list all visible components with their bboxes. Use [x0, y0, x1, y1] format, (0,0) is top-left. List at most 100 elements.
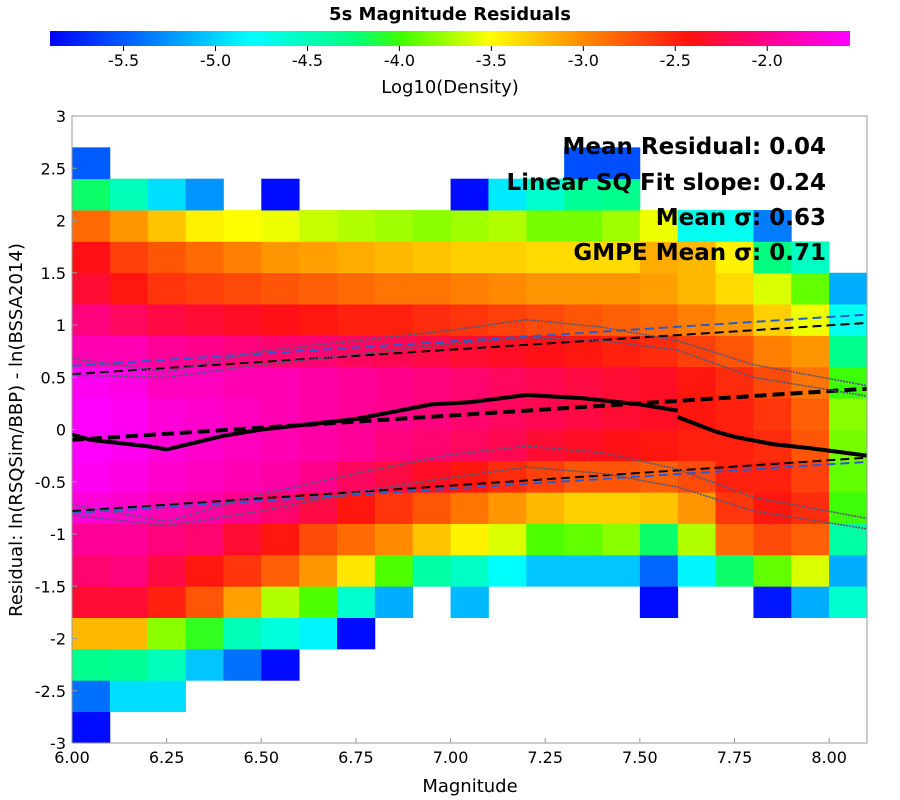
heatmap-cell — [602, 366, 641, 399]
heatmap-cell — [602, 492, 641, 524]
heatmap-cell — [564, 210, 603, 242]
heatmap-cell — [299, 617, 338, 650]
heatmap-cell — [147, 617, 186, 650]
heatmap-cell — [488, 554, 527, 587]
colorbar: -5.5 -5.0 -4.5 -4.0 -3.5 -3.0 -2.5 -2.0 Log10(D… — [50, 31, 850, 98]
heatmap-cell — [109, 680, 149, 713]
heatmap-cell — [715, 272, 754, 305]
y-tick-label: 0.5 — [41, 368, 66, 387]
x-tick-label: 7.25 — [527, 748, 563, 767]
heatmap-cell — [412, 210, 451, 242]
x-tick-label: 8.00 — [811, 748, 847, 767]
heatmap-cell — [185, 648, 224, 681]
heatmap-cell — [185, 241, 224, 274]
heatmap-cell — [337, 304, 376, 336]
heatmap-cell — [337, 617, 376, 650]
heatmap-cell — [488, 429, 527, 462]
heatmap-cell — [639, 366, 679, 399]
heatmap-cell — [109, 178, 149, 211]
heatmap-cell — [147, 680, 186, 713]
colorbar-tick-label: -3.0 — [568, 51, 599, 70]
heatmap-cell — [450, 366, 489, 399]
heatmap-cell — [223, 648, 262, 681]
heatmap-cell — [261, 523, 300, 556]
heatmap-cell — [412, 460, 451, 493]
annotation-mean-residual: Mean Residual: 0.04 — [563, 134, 826, 160]
heatmap-cell — [450, 304, 489, 336]
y-tick-label: -2.5 — [35, 682, 66, 701]
heatmap-cell — [564, 523, 603, 556]
heatmap-cell — [109, 210, 149, 242]
heatmap-cell — [299, 366, 338, 399]
heatmap-cell — [412, 523, 451, 556]
heatmap-cell — [299, 304, 338, 336]
heatmap-cell — [715, 398, 754, 430]
heatmap-cell — [450, 241, 489, 274]
heatmap-cell — [829, 272, 867, 305]
heatmap-cell — [185, 617, 224, 650]
heatmap-cell — [147, 523, 186, 556]
heatmap-cell — [791, 398, 830, 430]
heatmap-cell — [677, 304, 716, 336]
heatmap-cell — [337, 429, 376, 462]
heatmap-cell — [147, 648, 186, 681]
heatmap-cell — [677, 272, 716, 305]
series-mean-line — [166, 392, 679, 452]
heatmap-cell — [185, 398, 224, 430]
colorbar-tick-label: -2.5 — [660, 51, 691, 70]
series-band-line — [72, 445, 867, 523]
y-tick-label: 0 — [56, 421, 66, 440]
heatmap-cell — [72, 680, 111, 713]
heatmap-cell — [488, 178, 527, 211]
heatmap-cell — [337, 210, 376, 242]
x-tick-label: 7.00 — [433, 748, 469, 767]
heatmap-cell — [147, 241, 186, 274]
heatmap-cell — [147, 554, 186, 587]
annotations: Mean Residual: 0.04 Linear SQ Fit slope:… — [507, 134, 827, 266]
heatmap-cell — [526, 523, 565, 556]
heatmap-cell — [261, 272, 300, 305]
heatmap-cell — [412, 554, 451, 587]
heatmap-cell — [602, 178, 641, 211]
heatmap-cell — [639, 586, 679, 618]
heatmap-cell — [109, 460, 149, 493]
heatmap-cell — [488, 523, 527, 556]
heatmap-cell — [715, 492, 754, 524]
heatmap-cell — [299, 429, 338, 462]
heatmap-cell — [374, 366, 414, 399]
heatmap-cell — [223, 586, 262, 618]
heatmap-cell — [223, 241, 262, 274]
heatmap-cell — [753, 272, 792, 305]
heatmap-cell — [412, 272, 451, 305]
heatmap-cell — [412, 366, 451, 399]
heatmap-cell — [299, 210, 338, 242]
heatmap-cell — [109, 554, 149, 587]
heatmap-cell — [72, 272, 111, 305]
heatmap-cell — [412, 492, 451, 524]
heatmap-cell — [526, 366, 565, 399]
heatmap-cell — [412, 304, 451, 336]
heatmap-cell — [374, 241, 414, 274]
x-axis-ticks: 6.00 6.25 6.50 6.75 7.00 7.25 7.50 7.75 8.00 — [54, 738, 847, 767]
heatmap-cell — [564, 492, 603, 524]
heatmap-cell — [753, 241, 792, 274]
heatmap-cell — [639, 272, 679, 305]
x-tick-label: 6.50 — [243, 748, 279, 767]
heatmap-cell — [223, 304, 262, 336]
heatmap-cell — [677, 523, 716, 556]
y-tick-label: 2 — [56, 212, 66, 231]
heatmap-cell — [223, 492, 262, 524]
heatmap-cell — [753, 335, 792, 368]
heatmap-cell — [791, 241, 830, 274]
heatmap-cell — [791, 586, 830, 618]
heatmap-cell — [715, 366, 754, 399]
heatmap-cell — [602, 241, 641, 274]
y-axis-ticks: -3 -2.5 -2 -1.5 -1 -0.5 0 0.5 1 1.5 2 2.5 3 — [35, 107, 77, 753]
series-lines — [72, 313, 867, 530]
heatmap-cell — [412, 429, 451, 462]
heatmap-cell — [488, 210, 527, 242]
heatmap-cell — [564, 398, 603, 430]
heatmap-cell — [72, 147, 111, 180]
colorbar-gradient — [50, 31, 850, 46]
heatmap-cell — [564, 304, 603, 336]
